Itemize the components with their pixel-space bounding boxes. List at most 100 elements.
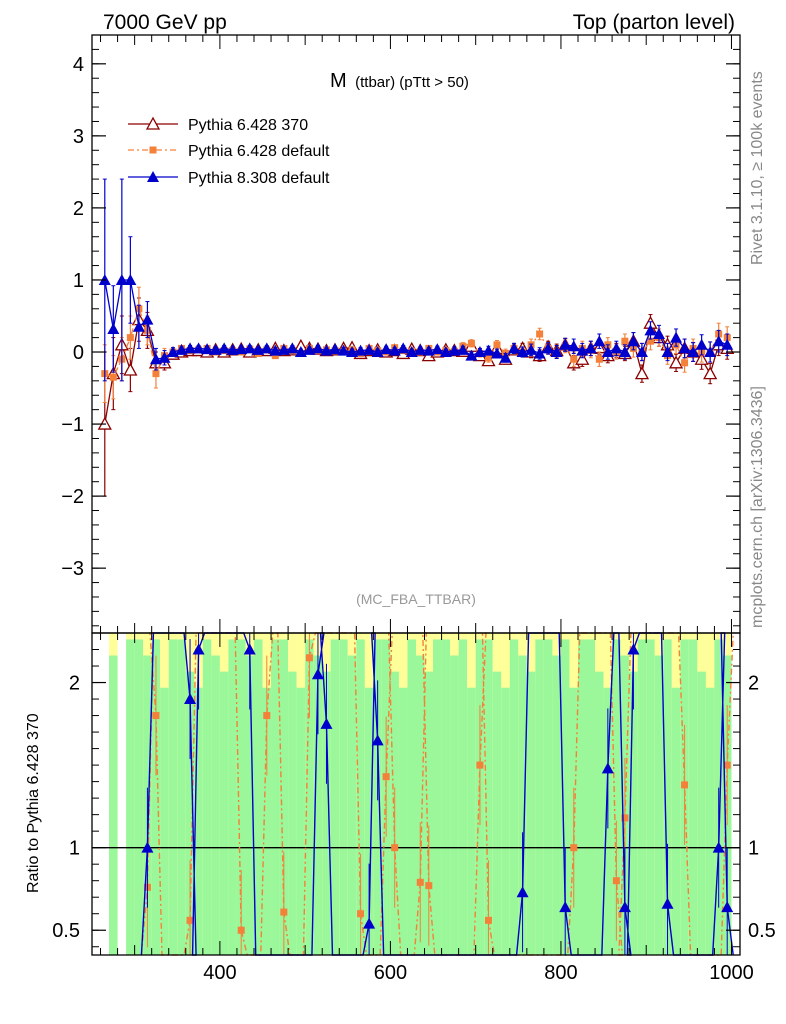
legend-label: Pythia 6.428 370 bbox=[188, 117, 308, 134]
data-point bbox=[482, 344, 495, 356]
data-point bbox=[109, 373, 117, 381]
data-point bbox=[431, 343, 444, 355]
ratio-band-green bbox=[254, 639, 263, 955]
ratio-band-green bbox=[612, 639, 621, 955]
data-point bbox=[277, 343, 290, 355]
legend-marker bbox=[147, 171, 159, 182]
ratio-point bbox=[363, 917, 376, 929]
ratio-band-green bbox=[347, 655, 357, 955]
data-point bbox=[107, 322, 120, 334]
ratio-y-tick-label: 1 bbox=[69, 838, 80, 860]
ratio-band-green bbox=[364, 687, 374, 955]
data-point bbox=[687, 346, 700, 358]
ratio-band-green bbox=[416, 655, 425, 955]
data-point bbox=[141, 313, 154, 325]
ratio-band-green bbox=[211, 655, 220, 955]
data-point bbox=[192, 342, 205, 354]
header-left: 7000 GeV pp bbox=[103, 11, 227, 34]
data-point bbox=[704, 346, 717, 358]
ratio-point bbox=[681, 781, 689, 789]
data-point bbox=[499, 351, 512, 363]
y-tick-label: −1 bbox=[61, 414, 84, 436]
y-tick-label: 0 bbox=[73, 342, 84, 364]
ratio-point bbox=[425, 882, 433, 890]
ratio-band-green bbox=[688, 639, 698, 955]
legend-marker bbox=[149, 146, 157, 154]
ratio-point bbox=[280, 908, 288, 916]
ratio-point bbox=[141, 841, 154, 853]
y-tick-label: 3 bbox=[73, 126, 84, 148]
data-point bbox=[149, 353, 162, 365]
plot-title-main: M bbox=[330, 70, 347, 92]
rivet-version-label: Rivet 3.1.10, ≥ 100k events bbox=[749, 71, 766, 265]
x-tick-label: 1000 bbox=[709, 962, 754, 984]
ratio-band-green bbox=[322, 671, 331, 955]
axes: −3 −2 −1 0 1 2 3 4 400 600 800 1000 0.5 0.5 1 1 2 2 bbox=[52, 34, 776, 984]
data-point bbox=[627, 335, 640, 347]
data-point bbox=[484, 354, 492, 362]
data-point bbox=[124, 273, 137, 285]
ratio-point bbox=[391, 844, 399, 852]
mcplots-label: mcplots.cern.ch [arXiv:1306.3436] bbox=[749, 386, 766, 628]
data-point bbox=[226, 343, 239, 355]
data-point bbox=[721, 338, 734, 350]
data-point bbox=[346, 346, 359, 358]
data-point bbox=[286, 342, 299, 354]
data-point bbox=[465, 349, 478, 361]
x-tick-label: 800 bbox=[544, 962, 577, 984]
data-point bbox=[354, 344, 367, 356]
data-point bbox=[132, 320, 145, 332]
ratio-band-green bbox=[697, 671, 706, 955]
series-pythia-8308-default bbox=[98, 178, 734, 382]
ratio-point bbox=[621, 814, 629, 822]
ratio-panel-frame bbox=[91, 632, 741, 956]
ratio-band-green bbox=[560, 639, 570, 955]
ratio-band-green bbox=[126, 639, 135, 955]
ratio-band-green bbox=[168, 639, 178, 955]
ratio-band-green bbox=[629, 671, 638, 955]
x-tick-label: 400 bbox=[203, 962, 236, 984]
ratio-band-green bbox=[671, 687, 681, 955]
ratio-band-green bbox=[509, 639, 519, 955]
ratio-band-green bbox=[501, 687, 510, 955]
data-point bbox=[570, 355, 578, 363]
data-point bbox=[644, 324, 657, 336]
ratio-band-green bbox=[705, 687, 715, 955]
x-tick-label: 600 bbox=[374, 962, 407, 984]
data-point bbox=[533, 347, 546, 359]
ratio-point bbox=[357, 910, 365, 918]
ratio-point bbox=[243, 643, 256, 655]
data-point bbox=[542, 342, 555, 354]
ratio-band-green bbox=[160, 687, 169, 955]
ratio-point bbox=[484, 916, 492, 924]
data-point bbox=[337, 344, 350, 356]
ratio-band-green bbox=[194, 687, 203, 955]
ratio-point bbox=[618, 901, 631, 913]
data-point bbox=[422, 344, 435, 356]
data-point bbox=[456, 343, 469, 355]
y-tick-label: 4 bbox=[73, 54, 84, 76]
ratio-y-tick-label: 2 bbox=[69, 673, 80, 695]
data-point bbox=[243, 342, 256, 354]
data-point bbox=[493, 341, 501, 349]
data-point bbox=[380, 343, 393, 355]
legend-label: Pythia 6.428 default bbox=[188, 143, 330, 160]
ratio-band-green bbox=[595, 671, 604, 955]
ratio-point bbox=[382, 773, 390, 781]
data-point bbox=[635, 346, 648, 358]
data-point bbox=[209, 343, 222, 355]
ratio-point bbox=[320, 717, 333, 729]
data-point bbox=[575, 351, 590, 365]
data-point bbox=[414, 343, 427, 355]
legend: Pythia 6.428 370 Pythia 6.428 default Pyth… bbox=[128, 116, 330, 187]
ratio-band-green bbox=[398, 687, 408, 955]
ratio-point bbox=[416, 878, 424, 886]
ratio-band-green bbox=[177, 639, 186, 955]
ratio-axis-label: Ratio to Pythia 6.428 370 bbox=[25, 713, 42, 893]
y-tick-label: 1 bbox=[73, 270, 84, 292]
ratio-band-green bbox=[646, 639, 655, 955]
data-point bbox=[201, 343, 214, 355]
ratio-point bbox=[476, 761, 484, 769]
ratio-band-green bbox=[433, 639, 442, 955]
ratio-band-green bbox=[543, 639, 553, 955]
